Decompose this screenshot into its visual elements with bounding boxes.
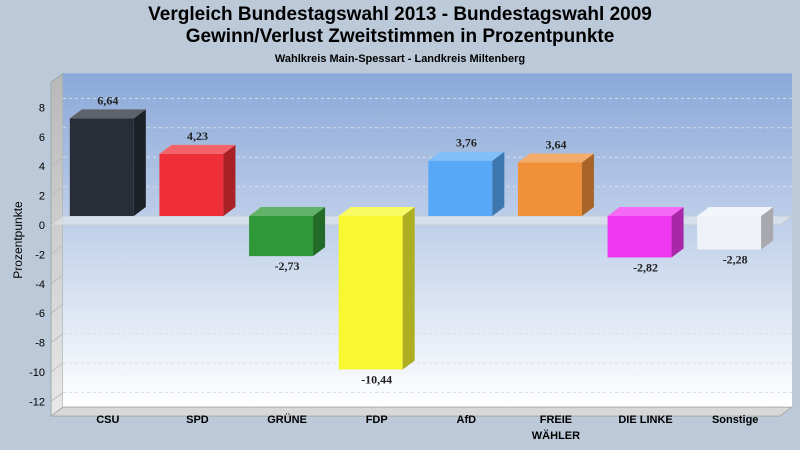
- y-tick-label: 4: [39, 161, 45, 173]
- zero-plane: [49, 215, 794, 226]
- chart-subtitle: Wahlkreis Main-Spessart - Landkreis Milt…: [274, 53, 526, 65]
- bar-front: [69, 118, 134, 216]
- y-tick-label: -10: [29, 367, 45, 379]
- bar-front: [159, 153, 224, 216]
- bars: [69, 109, 774, 370]
- gridline-side: [50, 362, 64, 373]
- x-tick-label: GRÜNE: [267, 413, 307, 426]
- bar-front: [428, 160, 493, 216]
- bar-front: [249, 216, 314, 257]
- data-label: -2,82: [633, 260, 658, 274]
- bar: [607, 207, 684, 258]
- y-tick-label: -2: [35, 249, 45, 261]
- gridline-side: [50, 244, 64, 255]
- bar-side: [492, 151, 505, 216]
- bar-front: [697, 216, 762, 250]
- data-label: -10,44: [361, 372, 392, 386]
- bar: [338, 207, 415, 370]
- x-tick-label: Sonstige: [712, 414, 758, 426]
- bar-top: [69, 109, 146, 119]
- y-tick-label: -4: [35, 279, 45, 291]
- data-label: 3,64: [545, 137, 566, 151]
- gridline-side: [50, 127, 64, 138]
- bar-side: [671, 207, 684, 258]
- bar: [69, 109, 146, 216]
- gridline-side: [50, 333, 64, 344]
- chart-title-line-2: Gewinn/Verlust Zweitstimmen in Prozentpu…: [185, 26, 615, 47]
- y-tick-label: 6: [39, 132, 45, 144]
- bar-side: [761, 207, 774, 250]
- bar-top: [607, 207, 684, 216]
- gridline-side: [50, 156, 64, 167]
- bar-front: [517, 162, 582, 216]
- data-label: 3,76: [456, 136, 477, 150]
- gridline-side: [50, 274, 64, 285]
- y-tick-label: 2: [39, 191, 45, 203]
- bar-top: [697, 207, 774, 216]
- x-tick-label: DIE LINKE: [618, 414, 672, 426]
- bar-top: [159, 144, 236, 154]
- data-label: 6,64: [97, 93, 118, 107]
- bar: [517, 153, 594, 216]
- chart-title: Vergleich Bundestagswahl 2013 - Bundesta…: [0, 4, 800, 48]
- bar-side: [313, 207, 326, 257]
- x-tick-label: FREIE: [540, 414, 572, 426]
- bar-front: [338, 216, 403, 370]
- data-labels: 6,64 4,23 -2,73 -10,44 3,76 3,64 -2,82 -2,28: [97, 93, 747, 386]
- data-label: 4,23: [187, 129, 208, 143]
- bar-front: [607, 216, 672, 258]
- y-axis-ticks: 8 6 4 2 0 -2 -4 -6 -8 -10 -12: [29, 102, 45, 408]
- data-label: -2,73: [275, 259, 300, 273]
- y-tick-label: 0: [39, 220, 45, 232]
- plot-floor: [49, 406, 794, 417]
- y-tick-label: -12: [29, 396, 45, 408]
- bar-top: [517, 153, 594, 163]
- bar: [697, 207, 774, 250]
- bar-top: [249, 207, 326, 216]
- x-axis-labels: CSU SPD GRÜNE FDP AfD FREIE WÄHLER DIE LINKE Son…: [96, 413, 758, 442]
- gridline-side: [50, 98, 64, 108]
- bar-side: [133, 109, 146, 216]
- bar: [159, 144, 236, 216]
- x-tick-label: WÄHLER: [532, 429, 580, 442]
- bar-top: [428, 151, 505, 161]
- data-label: -2,28: [723, 253, 748, 267]
- gridlines: [49, 97, 794, 402]
- y-axis-label: Prozentpunkte: [11, 201, 25, 279]
- bar: [428, 151, 505, 216]
- gridline-side: [50, 186, 64, 197]
- y-tick-label: -6: [35, 308, 45, 320]
- bar-top: [338, 207, 415, 216]
- chart-title-line-1: Vergleich Bundestagswahl 2013 - Bundesta…: [148, 4, 652, 25]
- y-tick-label: -8: [35, 338, 45, 350]
- x-tick-label: FDP: [366, 414, 388, 426]
- gridline-side: [50, 391, 64, 402]
- bar-side: [581, 153, 594, 216]
- y-tick-label: 8: [39, 102, 45, 114]
- bar-side: [223, 144, 236, 216]
- bar: [249, 207, 326, 257]
- x-tick-label: SPD: [186, 414, 209, 426]
- gridline-side: [50, 303, 64, 314]
- bar-side: [402, 207, 415, 370]
- x-tick-label: AfD: [457, 414, 477, 426]
- x-tick-label: CSU: [96, 414, 119, 426]
